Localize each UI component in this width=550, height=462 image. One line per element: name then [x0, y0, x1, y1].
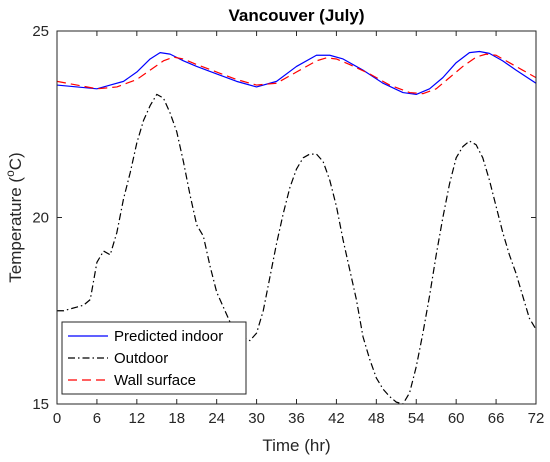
x-tick-label: 72: [528, 410, 545, 427]
legend: Predicted indoor Outdoor Wall surface: [61, 321, 247, 395]
plot-area: [57, 50, 536, 404]
chart-title: Vancouver (July): [228, 6, 364, 25]
x-tick-label: 54: [408, 410, 425, 427]
series-line-wall-surface: [57, 53, 536, 95]
y-axis-label-superscript: o: [3, 170, 17, 177]
legend-label-outdoor: Outdoor: [114, 350, 168, 367]
y-axis-label: Temperature (oC): [3, 152, 25, 282]
x-tick-label: 42: [328, 410, 345, 427]
y-tick-label: 15: [32, 396, 49, 413]
x-tick-label: 24: [208, 410, 225, 427]
x-axis-label: Time (hr): [262, 436, 330, 455]
x-tick-label: 66: [488, 410, 505, 427]
y-tick-label: 25: [32, 23, 49, 40]
x-tick-label: 30: [248, 410, 265, 427]
series-line-predicted-indoor: [57, 50, 536, 96]
x-tick-label: 48: [368, 410, 385, 427]
series-line-outdoor: [57, 93, 536, 404]
y-axis-label-unit: C): [6, 152, 25, 170]
y-axis-label-main: Temperature (: [6, 177, 25, 283]
legend-box: [61, 321, 247, 395]
x-tick-label: 36: [288, 410, 305, 427]
x-tick-label: 6: [93, 410, 101, 427]
legend-label-wall-surface: Wall surface: [114, 372, 196, 389]
x-tick-label: 18: [168, 410, 185, 427]
y-tick-label: 20: [32, 210, 49, 227]
legend-label-predicted-indoor: Predicted indoor: [114, 328, 223, 345]
x-tick-label: 12: [128, 410, 145, 427]
x-tick-label: 60: [448, 410, 465, 427]
x-tick-label: 0: [53, 410, 61, 427]
axis-ticks: 0 6 12 18 24 30 36 42 48 54 60 66 72 15 20 25: [32, 23, 544, 427]
